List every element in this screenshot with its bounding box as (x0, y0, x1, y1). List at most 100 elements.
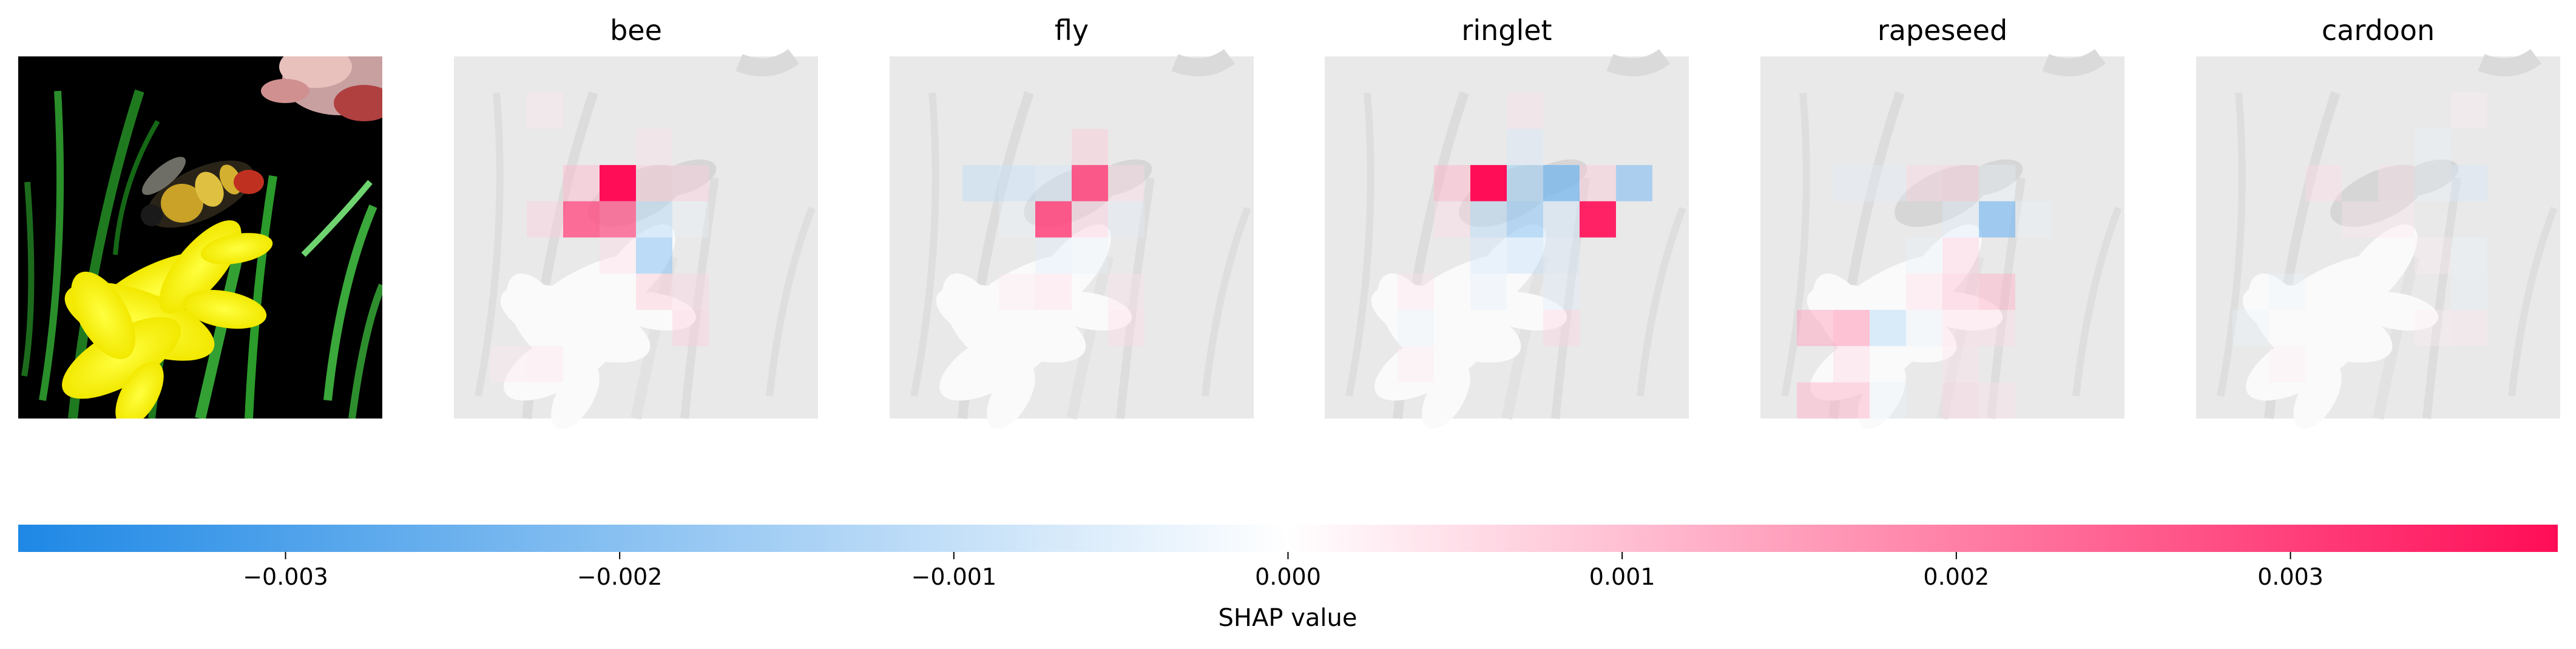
shap-cell-bee-14 (636, 129, 672, 166)
shap-cell-ringlet-0 (1507, 129, 1543, 166)
colorbar-tick-label: 0.000 (1255, 563, 1321, 590)
colorbar-tick-label: 0.003 (2257, 563, 2324, 590)
shap-cell-rapeseed-22 (1870, 382, 1906, 419)
shap-cell-bee-17 (490, 346, 527, 383)
shap-cell-fly-14 (999, 274, 1035, 310)
shap-cell-ringlet-18 (1507, 92, 1543, 129)
shap-cell-fly-5 (1108, 165, 1144, 201)
shap-cell-fly-8 (1108, 201, 1144, 238)
shap-cell-cardoon-5 (2378, 201, 2415, 238)
shap-cell-rapeseed-15 (1870, 309, 1906, 346)
shap-cell-cardoon-8 (2451, 237, 2487, 274)
shap-cell-ringlet-13 (1507, 237, 1543, 274)
colorbar-tick-label: −0.002 (577, 563, 663, 590)
shap-cell-cardoon-6 (2415, 129, 2451, 166)
shap-cell-cardoon-0 (2305, 165, 2342, 201)
shap-cell-rapeseed-14 (1833, 309, 1870, 346)
shap-cell-bee-7 (636, 201, 672, 238)
shap-cell-cardoon-12 (2451, 309, 2487, 346)
yellow-flower (62, 220, 273, 419)
panel-title-bee: bee (610, 14, 662, 47)
shap-cell-fly-9 (999, 201, 1035, 238)
shap-cell-rapeseed-18 (1979, 309, 2015, 346)
shap-cell-ringlet-11 (1434, 201, 1470, 238)
shap-cell-bee-10 (600, 237, 636, 274)
shap-cell-fly-7 (1072, 201, 1108, 238)
shap-cell-ringlet-1 (1434, 165, 1470, 201)
shap-cell-fly-12 (1035, 274, 1072, 310)
colorbar-tick-label: 0.001 (1589, 563, 1655, 590)
shap-cell-rapeseed-19 (1833, 346, 1870, 383)
shap-cell-fly-2 (962, 165, 999, 201)
shap-cell-rapeseed-4 (1979, 165, 2015, 201)
shap-cell-cardoon-4 (2342, 201, 2378, 238)
shap-cell-ringlet-21 (1398, 346, 1434, 383)
shap-cell-cardoon-10 (2269, 274, 2305, 310)
shap-cell-rapeseed-2 (1906, 165, 1942, 201)
shap-cell-fly-6 (1035, 201, 1072, 238)
shap-cell-ringlet-3 (1507, 165, 1543, 201)
colorbar (18, 525, 2558, 552)
shap-cell-ringlet-9 (1543, 201, 1580, 238)
shap-cell-cardoon-14 (2451, 274, 2487, 310)
shap-cell-rapeseed-1 (1870, 165, 1906, 201)
shap-cell-rapeseed-17 (1942, 309, 1979, 346)
panel-fly (890, 56, 1254, 437)
shap-cell-ringlet-20 (1543, 309, 1580, 346)
shap-cell-ringlet-19 (1398, 309, 1434, 346)
shap-cell-bee-8 (672, 201, 709, 238)
shap-cell-rapeseed-7 (2015, 201, 2052, 238)
panel-title-cardoon: cardoon (2322, 14, 2435, 47)
shap-cell-fly-3 (999, 165, 1035, 201)
colorbar-tick-label: −0.001 (911, 563, 997, 590)
shap-cell-rapeseed-16 (1906, 309, 1942, 346)
shap-cell-bee-4 (527, 201, 563, 238)
shap-cell-bee-6 (600, 201, 636, 238)
shap-cell-rapeseed-8 (1906, 237, 1942, 274)
shap-cell-rapeseed-12 (1906, 274, 1942, 310)
shap-cell-fly-4 (1035, 165, 1072, 201)
shap-cell-cardoon-11 (2233, 309, 2269, 346)
shap-cell-rapeseed-21 (1833, 382, 1870, 419)
shap-cell-fly-0 (1072, 129, 1108, 166)
shap-cell-ringlet-7 (1470, 201, 1507, 238)
shap-cell-rapeseed-20 (1797, 382, 1833, 419)
shap-cell-fly-1 (1072, 165, 1108, 201)
shap-cell-ringlet-12 (1470, 237, 1507, 274)
shap-cell-ringlet-14 (1543, 237, 1580, 274)
shap-cell-cardoon-1 (2378, 165, 2415, 201)
shap-cell-bee-5 (563, 201, 600, 238)
shap-cell-ringlet-16 (1543, 274, 1580, 310)
shap-cell-bee-15 (672, 309, 709, 346)
shap-cell-bee-16 (527, 346, 563, 383)
shap-cell-fly-15 (1108, 309, 1144, 346)
shap-cell-ringlet-5 (1580, 165, 1616, 201)
shap-cell-rapeseed-23 (1942, 382, 1979, 419)
shap-cell-fly-10 (1035, 237, 1072, 274)
shap-cell-rapeseed-13 (1797, 309, 1833, 346)
shap-cell-rapeseed-11 (1979, 274, 2015, 310)
shap-cell-ringlet-8 (1507, 201, 1543, 238)
shap-cell-ringlet-15 (1470, 274, 1507, 310)
shap-cell-rapeseed-25 (1942, 346, 1979, 383)
shap-cell-bee-3 (672, 165, 709, 201)
panel-ringlet (1325, 56, 1689, 437)
shap-cell-bee-1 (600, 165, 636, 201)
original-image-panel (18, 56, 382, 419)
panel-rapeseed (1760, 56, 2125, 437)
bee (141, 156, 264, 228)
panel-title-rapeseed: rapeseed (1878, 14, 2007, 47)
shap-cell-cardoon-3 (2451, 165, 2487, 201)
shap-cell-cardoon-13 (2415, 309, 2451, 346)
shap-cell-bee-9 (636, 237, 672, 274)
shap-cell-cardoon-7 (2451, 92, 2487, 129)
shap-cell-rapeseed-6 (1979, 201, 2015, 238)
shap-cell-rapeseed-24 (1979, 382, 2015, 419)
shap-cell-rapeseed-0 (1833, 165, 1870, 201)
colorbar-tick-label: 0.002 (1923, 563, 1989, 590)
panel-cardoon (2196, 56, 2560, 437)
shap-cell-ringlet-2 (1470, 165, 1507, 201)
shap-cell-cardoon-2 (2415, 165, 2451, 201)
panel-bee (454, 56, 818, 437)
